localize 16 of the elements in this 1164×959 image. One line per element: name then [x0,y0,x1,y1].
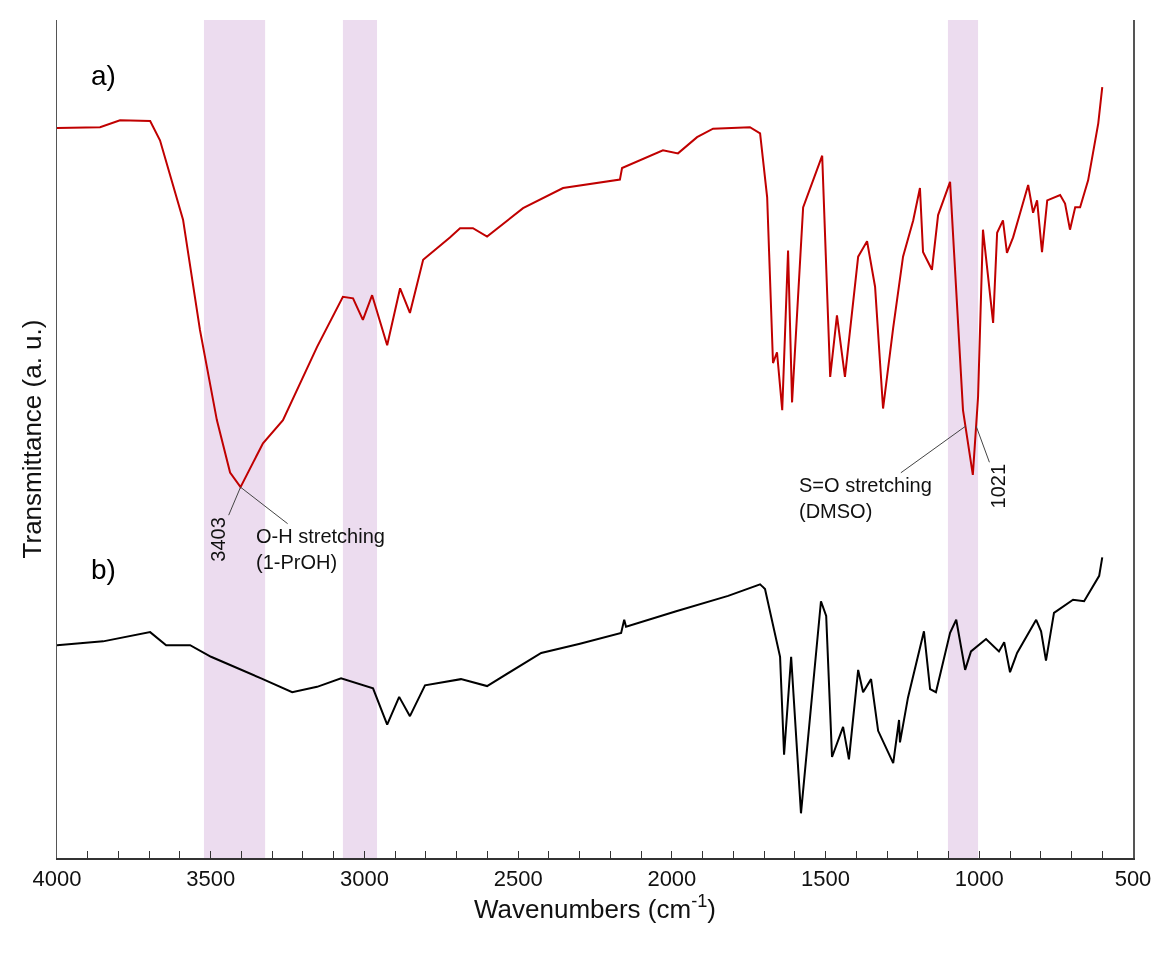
x-tick-label: 1500 [801,865,851,891]
x-tick-label: 1000 [954,865,1004,891]
y-axis-title: Transmittance (a. u.) [17,319,48,559]
x-axis-title: Wavenumbers (cm$^{-1}$) [473,890,717,924]
x-tick-label: 2000 [647,865,697,891]
x-tick-label: 2500 [493,865,543,891]
x-tick-label: 3000 [339,865,389,891]
annotation: O-H stretching (1-PrOH) [256,525,385,573]
series-label: b) [91,554,116,585]
annotation: 1021 [986,463,1009,509]
annotation: 3403 [207,517,230,562]
annotation: S=O stretching (DMSO) [799,474,932,522]
x-tick-label: 3500 [186,865,236,891]
x-tick-label: 4000 [32,865,82,891]
series-label: a) [91,60,116,91]
x-tick-label: 500 [1114,865,1152,891]
